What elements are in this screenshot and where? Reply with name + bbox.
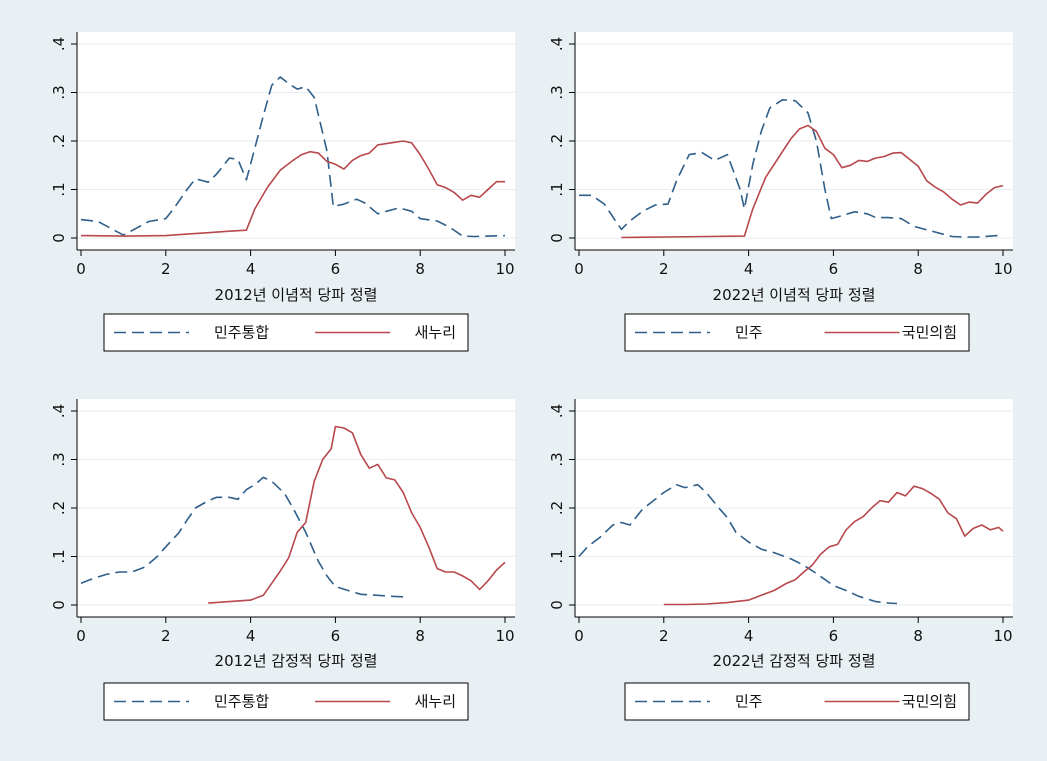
y-tick-label: .4 bbox=[548, 37, 566, 51]
y-tick-label: .3 bbox=[548, 85, 566, 99]
legend: 민주 국민의힘 bbox=[624, 682, 970, 721]
x-tick-label: 8 bbox=[913, 627, 923, 645]
legend-label: 국민의힘 bbox=[902, 693, 957, 711]
x-tick-label: 10 bbox=[495, 627, 514, 645]
x-tick-label: 8 bbox=[913, 260, 923, 278]
y-tick-label: .3 bbox=[50, 452, 68, 466]
series-line-dashed bbox=[579, 99, 1004, 238]
x-tick-label: 4 bbox=[744, 260, 754, 278]
x-axis-title: 2022년 감정적 당파 정렬 bbox=[713, 652, 876, 670]
series-line-solid bbox=[208, 425, 506, 604]
legend-box bbox=[103, 313, 469, 352]
x-axis-title: 2022년 이념적 당파 정렬 bbox=[713, 286, 876, 304]
y-tick-label: .2 bbox=[548, 501, 566, 515]
y-tick-label: 0 bbox=[548, 600, 566, 610]
series-line-solid bbox=[621, 124, 1004, 239]
y-tick-label: .3 bbox=[548, 452, 566, 466]
x-tick-label: 4 bbox=[246, 627, 256, 645]
legend: 민주통합 새누리 bbox=[103, 313, 469, 352]
series-line-dashed bbox=[80, 476, 404, 598]
x-tick-label: 2 bbox=[161, 627, 171, 645]
x-tick-label: 2 bbox=[659, 627, 669, 645]
x-tick-label: 2 bbox=[161, 260, 171, 278]
x-tick-label: 10 bbox=[993, 627, 1012, 645]
x-tick-label: 0 bbox=[76, 627, 86, 645]
x-tick-label: 8 bbox=[415, 627, 425, 645]
legend-label: 국민의힘 bbox=[902, 324, 957, 342]
x-tick-label: 4 bbox=[744, 627, 754, 645]
legend-label: 민주통합 bbox=[214, 324, 269, 342]
y-tick-label: .4 bbox=[548, 404, 566, 418]
x-tick-label: 0 bbox=[574, 260, 584, 278]
y-tick-label: 0 bbox=[50, 233, 68, 243]
y-tick-label: .1 bbox=[50, 549, 68, 563]
legend-box bbox=[103, 682, 469, 721]
x-tick-label: 2 bbox=[659, 260, 669, 278]
x-tick-label: 0 bbox=[76, 260, 86, 278]
y-tick-label: .1 bbox=[548, 549, 566, 563]
legend-label: 민주 bbox=[735, 324, 763, 342]
y-tick-label: .2 bbox=[50, 501, 68, 515]
x-axis-title: 2012년 감정적 당파 정렬 bbox=[215, 652, 378, 670]
y-tick-label: .1 bbox=[50, 182, 68, 196]
x-tick-label: 6 bbox=[331, 627, 341, 645]
y-tick-label: .1 bbox=[548, 182, 566, 196]
y-tick-label: .2 bbox=[548, 134, 566, 148]
legend: 민주 국민의힘 bbox=[624, 313, 970, 352]
legend-label: 민주통합 bbox=[214, 693, 269, 711]
series-line-dashed bbox=[80, 76, 506, 238]
legend-label: 새누리 bbox=[415, 324, 456, 342]
y-tick-label: 0 bbox=[548, 233, 566, 243]
legend-label: 새누리 bbox=[415, 693, 456, 711]
x-tick-label: 8 bbox=[415, 260, 425, 278]
x-tick-label: 6 bbox=[331, 260, 341, 278]
series-line-solid bbox=[663, 485, 1004, 606]
y-tick-label: .4 bbox=[50, 404, 68, 418]
series-line-solid bbox=[80, 140, 505, 237]
y-tick-label: .2 bbox=[50, 134, 68, 148]
y-tick-label: 0 bbox=[50, 600, 68, 610]
x-tick-label: 4 bbox=[246, 260, 256, 278]
legend: 민주통합 새누리 bbox=[103, 682, 469, 721]
x-tick-label: 6 bbox=[829, 627, 839, 645]
x-tick-label: 0 bbox=[574, 627, 584, 645]
y-tick-label: .3 bbox=[50, 85, 68, 99]
x-tick-label: 6 bbox=[829, 260, 839, 278]
legend-label: 민주 bbox=[735, 693, 763, 711]
x-tick-label: 10 bbox=[993, 260, 1012, 278]
x-tick-label: 10 bbox=[495, 260, 514, 278]
y-tick-label: .4 bbox=[50, 37, 68, 51]
series-line-dashed bbox=[578, 483, 898, 605]
x-axis-title: 2012년 이념적 당파 정렬 bbox=[215, 286, 378, 304]
